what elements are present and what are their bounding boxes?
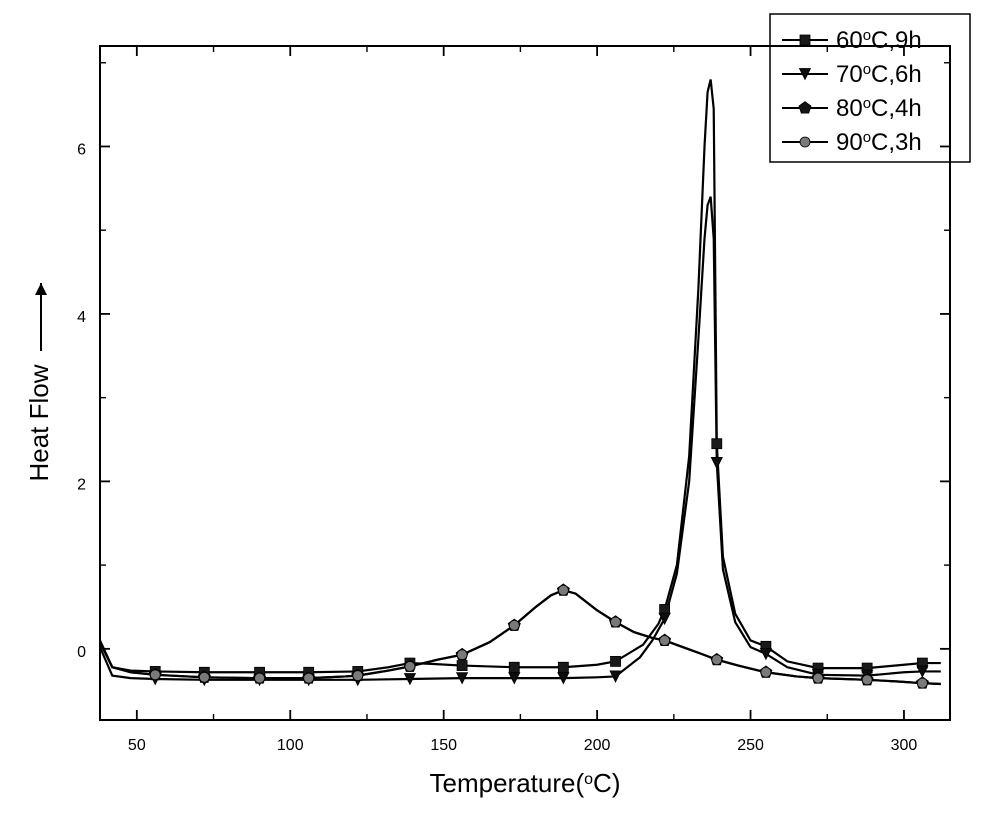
- x-axis-label: Temperature(oC): [430, 768, 621, 798]
- x-tick-label: 250: [737, 737, 764, 754]
- y-tick-label: 4: [77, 309, 86, 326]
- x-tick-label: 300: [891, 737, 918, 754]
- chart-svg: 50 100 150 200 250 300 0 2 4 6 Temperature(oC) Heat…: [0, 0, 1000, 823]
- legend-label: 70oC,6h: [836, 61, 922, 88]
- y-tick-label: 2: [77, 476, 86, 493]
- series-line: [100, 79, 941, 672]
- legend-label: 60oC,9h: [836, 27, 922, 54]
- y-tick-label: 0: [77, 644, 86, 661]
- x-tick-label: 100: [277, 737, 304, 754]
- y-axis-label: Heat Flow: [24, 364, 54, 481]
- legend-label: 90oC,3h: [836, 129, 922, 156]
- y-axis-label-group: Heat Flow: [24, 283, 54, 482]
- dsc-chart: 50 100 150 200 250 300 0 2 4 6 Temperature(oC) Heat…: [0, 0, 1000, 823]
- y-tick-label: 6: [77, 141, 86, 158]
- legend-label: 80oC,4h: [836, 95, 922, 122]
- x-tick-label: 50: [128, 737, 146, 754]
- x-tick-label: 200: [584, 737, 611, 754]
- series-line: [100, 197, 941, 680]
- x-tick-label: 150: [430, 737, 457, 754]
